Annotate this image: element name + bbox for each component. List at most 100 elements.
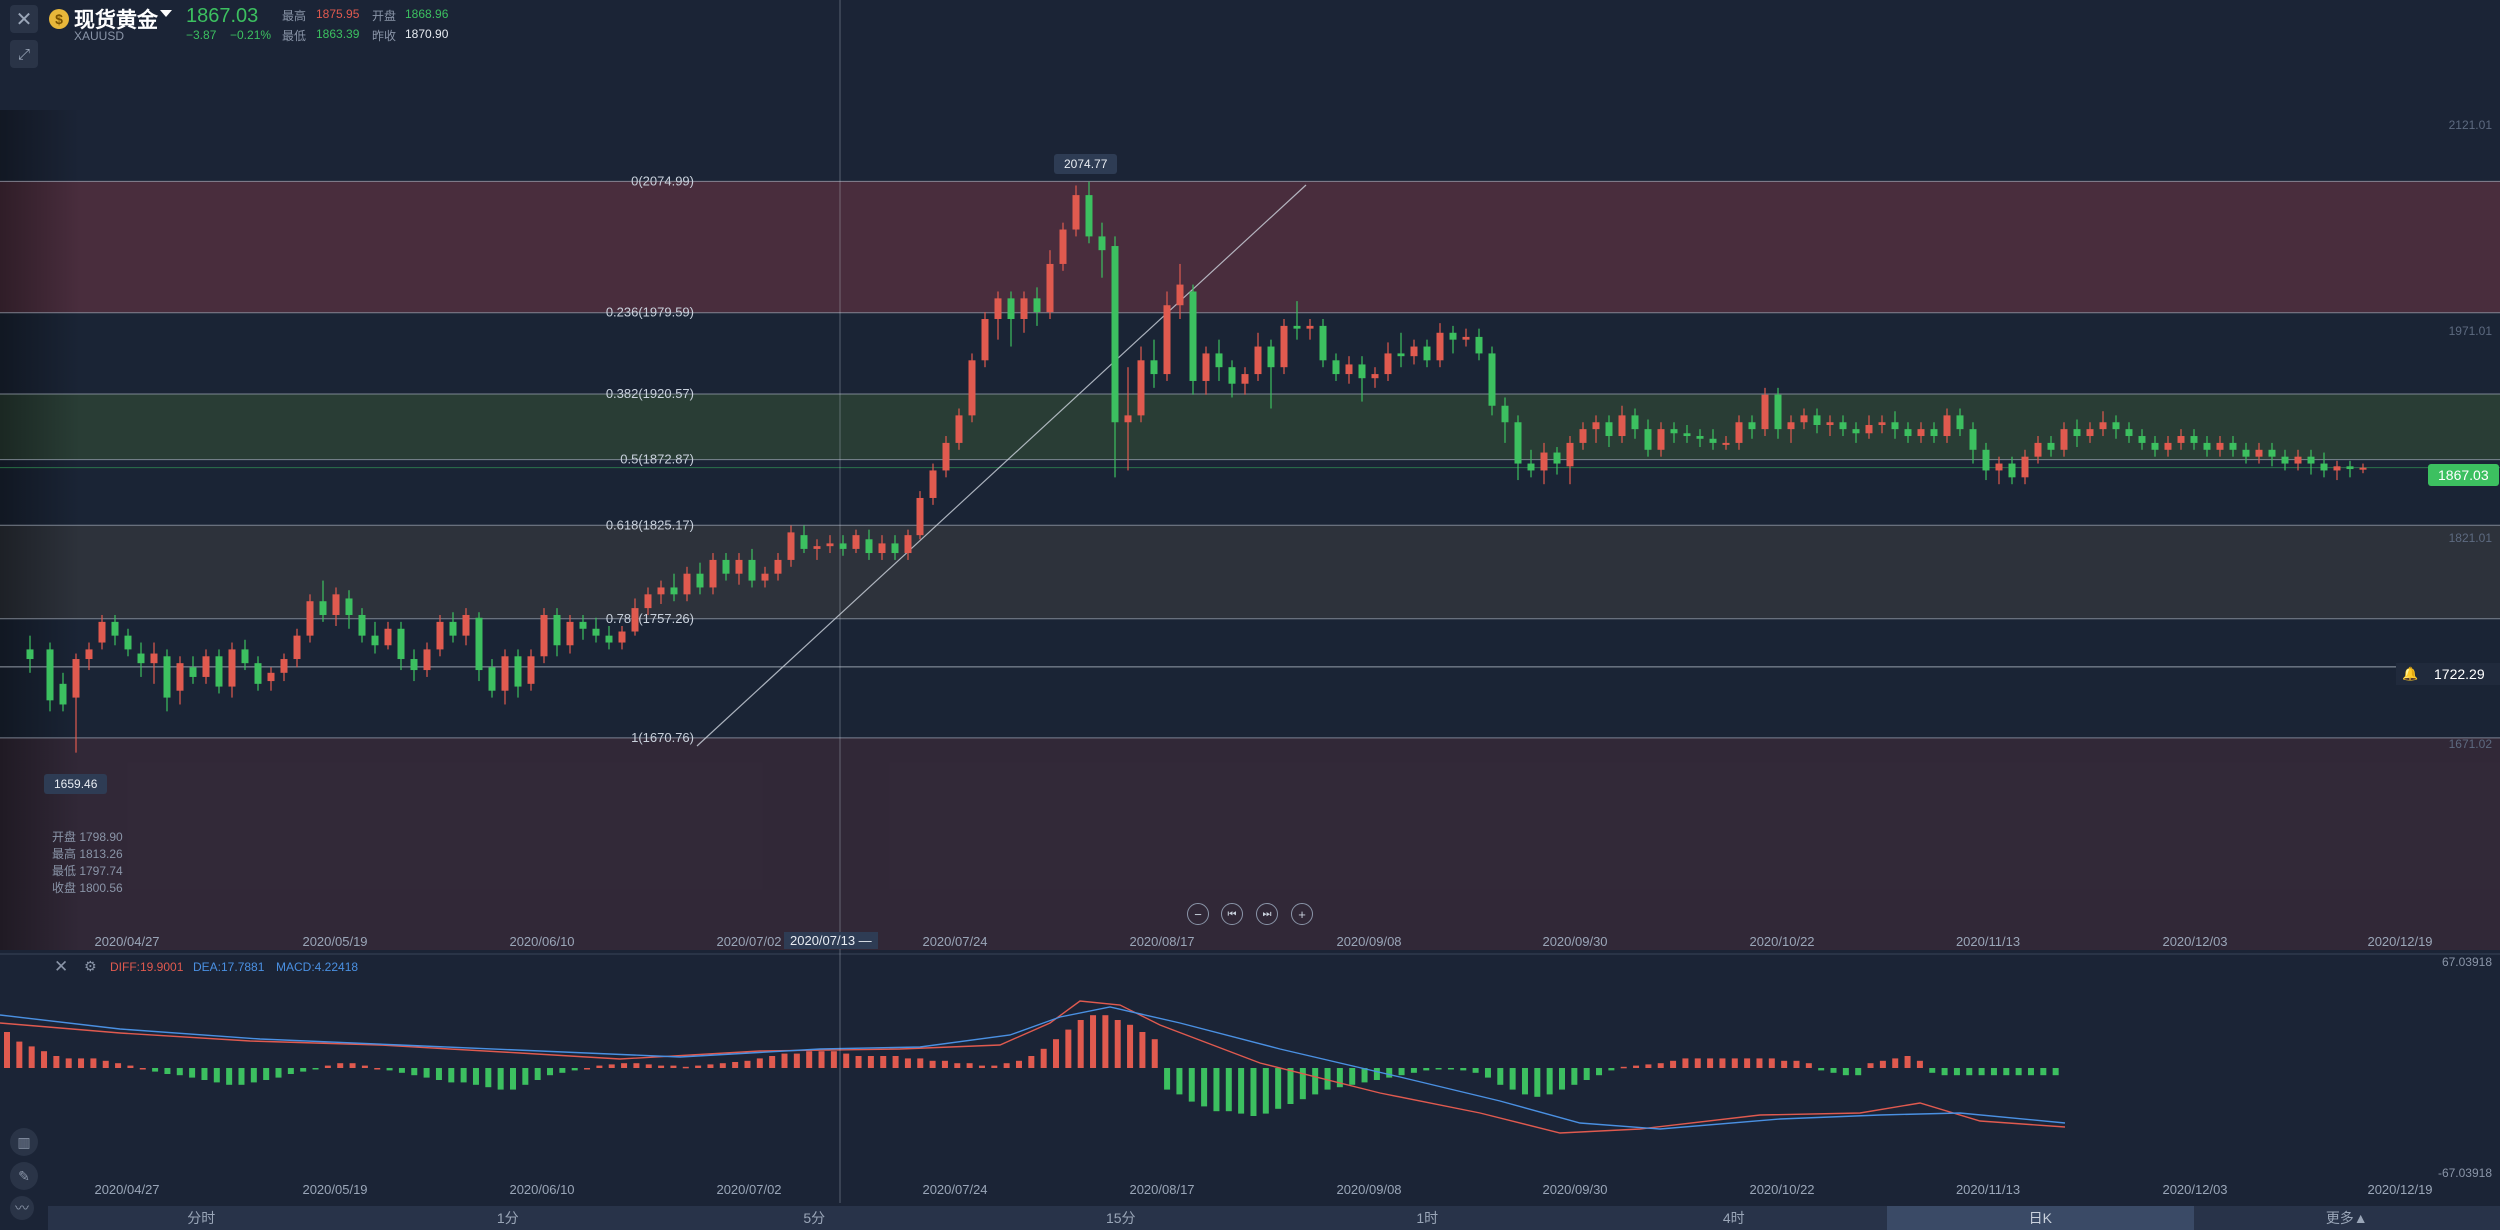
date-tick: 2020/06/10 [509, 1182, 575, 1197]
macd-histogram-bar [892, 1056, 899, 1068]
expand-button[interactable]: ⤢ [10, 40, 38, 68]
macd-histogram-bar [1719, 1058, 1726, 1068]
candle-body [1241, 374, 1249, 384]
close-indicator-icon[interactable]: ✕ [54, 957, 69, 976]
candle-body [1891, 422, 1899, 430]
macd-histogram-bar [855, 1056, 862, 1068]
candle-body [1826, 422, 1834, 426]
macd-histogram-bar [880, 1056, 887, 1068]
macd-histogram-bar [1028, 1056, 1035, 1068]
candle-body [1774, 394, 1782, 430]
macd-histogram-bar [966, 1063, 973, 1068]
scroll-end-button[interactable]: ⏭ [1256, 903, 1278, 925]
candle-body [968, 360, 976, 416]
macd-histogram-bar [1447, 1068, 1454, 1070]
macd-histogram-bar [2027, 1068, 2034, 1076]
candle-body [26, 649, 34, 660]
price-change-percent: −0.21% [230, 28, 272, 42]
macd-histogram-bar [1916, 1060, 1923, 1068]
tab-timeframe[interactable]: 15分 [1105, 1210, 1136, 1226]
high-label: 最高 [282, 9, 307, 23]
macd-chart[interactable] [0, 953, 2500, 1203]
candle-body [345, 598, 353, 615]
indicator-button[interactable]: ▥ [10, 1128, 38, 1156]
candle-body [683, 573, 691, 595]
candle-body [1332, 360, 1340, 375]
candle-body [1423, 346, 1431, 361]
tab-timeframe[interactable]: 分时 [187, 1210, 216, 1226]
macd-histogram-bar [435, 1068, 442, 1080]
macd-histogram-bar [978, 1065, 985, 1068]
fib-label: 0.382(1920.57) [606, 386, 694, 401]
candle-body [2073, 429, 2081, 437]
candle-body [267, 672, 275, 682]
tab-timeframe[interactable]: 4时 [1722, 1210, 1745, 1226]
macd-histogram-bar [1361, 1068, 1368, 1083]
macd-histogram-bar [4, 1032, 10, 1068]
pane-divider[interactable] [0, 953, 2500, 955]
macd-histogram-bar [670, 1065, 677, 1068]
alert-price-row[interactable]: 🔔 1722.29 [2396, 663, 2500, 685]
macd-histogram-bar [719, 1063, 726, 1068]
tab-timeframe[interactable]: 5分 [803, 1210, 826, 1226]
instrument-title[interactable]: 现货黄金 [74, 9, 158, 32]
macd-histogram-bar [818, 1051, 825, 1068]
candle-body [1072, 195, 1080, 230]
zoom-out-button[interactable]: − [1187, 903, 1209, 925]
macd-histogram-bar [1188, 1068, 1195, 1102]
instrument-dropdown-icon[interactable] [160, 10, 172, 17]
open-label: 开盘 [372, 9, 397, 23]
date-tick: 2020/11/13 [1955, 934, 2021, 949]
close-chart-button[interactable]: ✕ [10, 5, 38, 33]
macd-histogram-bar [793, 1053, 800, 1068]
macd-histogram-bar [1731, 1058, 1738, 1068]
tab-timeframe-daily[interactable]: 日K [1887, 1206, 2194, 1230]
macd-histogram-bar [1842, 1068, 1849, 1076]
zoom-in-button[interactable]: + [1291, 903, 1313, 925]
macd-histogram-bar [337, 1063, 344, 1068]
candle-body [371, 635, 379, 646]
candle-body [462, 614, 470, 636]
draw-button[interactable]: ✎ [10, 1162, 38, 1190]
ohlc-high: 最高 1813.26 [52, 847, 123, 861]
macd-histogram-bar [695, 1065, 702, 1068]
macd-histogram-bar [127, 1065, 134, 1068]
candle-body [2177, 436, 2185, 443]
tab-timeframe[interactable]: 1时 [1416, 1210, 1439, 1226]
macd-histogram-bar [1090, 1015, 1097, 1068]
macd-histogram-bar [1423, 1068, 1430, 1071]
candle-body [2047, 442, 2055, 450]
candle-body [1007, 298, 1015, 320]
candle-body [955, 415, 963, 443]
chart-type-button[interactable]: 〰 [10, 1196, 34, 1220]
candle-body [839, 543, 847, 549]
candle-body [1852, 429, 1860, 434]
candlestick-chart[interactable]: 0(2074.99) 0.236(1979.59) 0.382(1920.57) 0.… [0, 0, 2500, 953]
y-tick: 2121.01 [2448, 118, 2492, 132]
macd-histogram-bar [324, 1065, 331, 1068]
macd-histogram-bar [275, 1068, 282, 1078]
candle-body [2086, 429, 2094, 437]
candle-body [1501, 405, 1509, 423]
skip-forward-icon: ⏭ [1262, 908, 1272, 920]
macd-histogram-bar [1966, 1068, 1973, 1076]
macd-histogram-bar [1904, 1056, 1911, 1068]
scroll-start-button[interactable]: ⏮ [1221, 903, 1243, 925]
macd-histogram-bar [1707, 1058, 1714, 1068]
date-tick: 2020/07/02 [716, 1182, 782, 1197]
bell-icon[interactable]: 🔔 [2402, 666, 2419, 681]
macd-histogram-bar [645, 1064, 652, 1068]
tab-timeframe[interactable]: 1分 [496, 1210, 519, 1226]
candle-body [942, 442, 950, 471]
candle-body [787, 532, 795, 560]
settings-icon[interactable]: ⚙ [84, 958, 97, 974]
macd-histogram-bar [756, 1058, 763, 1068]
candle-body [397, 628, 405, 660]
left-fade [0, 110, 80, 950]
macd-histogram-bar [1472, 1068, 1479, 1073]
tab-timeframe-more[interactable]: 更多▲ [2325, 1210, 2368, 1226]
low-label: 最低 [282, 29, 307, 43]
zoom-out-icon: − [1194, 906, 1202, 922]
candle-body [1813, 415, 1821, 426]
candle-body [1670, 429, 1678, 434]
